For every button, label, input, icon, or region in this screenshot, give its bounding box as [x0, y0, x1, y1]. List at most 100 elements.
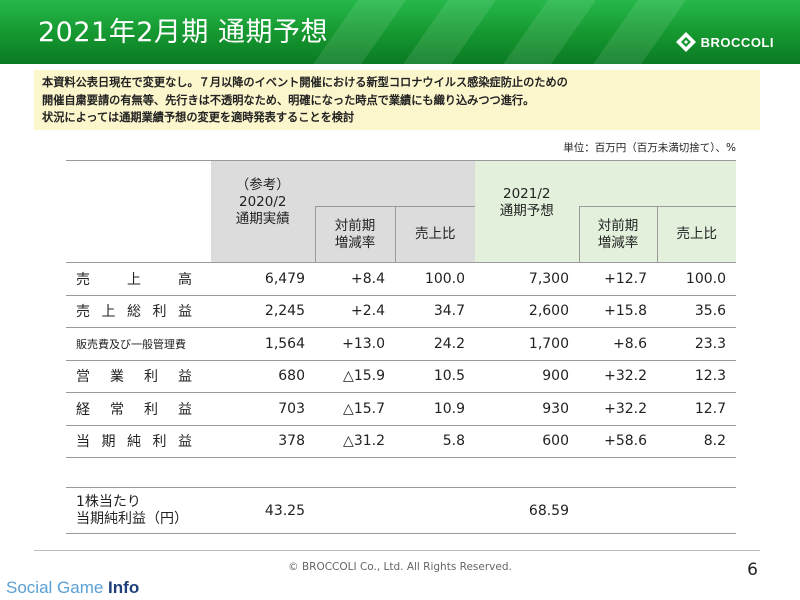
cell-next-ratio: 12.7	[657, 392, 736, 426]
cell-prev-ratio: 10.9	[395, 392, 475, 426]
eps-empty-cell	[395, 487, 475, 534]
cell-prev-ratio: 100.0	[395, 262, 475, 296]
row-label: 営業利益	[66, 360, 211, 393]
eps-row: 1株当たり 当期純利益（円） 43.25 68.59	[66, 487, 736, 534]
eps-label: 1株当たり 当期純利益（円）	[66, 487, 211, 534]
row-label-char: 期	[101, 434, 116, 451]
table-row: 経 常 利 益 703 △15.7 10.9 930 +32.2 12.7	[66, 392, 736, 426]
spacer-cell	[211, 457, 315, 488]
cell-prev: 703	[211, 392, 315, 426]
notice-line: 本資料公表日現在で変更なし。７月以降のイベント開催における新型コロナウイルス感染…	[42, 76, 568, 89]
broccoli-logo: BROCCOLI	[675, 30, 774, 54]
row-label-char: 益	[178, 304, 192, 321]
cell-prev-yoy: △15.7	[315, 392, 395, 426]
cell-next: 930	[475, 392, 579, 426]
prev-ratio-header: 売上比	[394, 206, 475, 263]
cell-prev-yoy: +2.4	[315, 295, 395, 328]
header-empty-cell	[66, 160, 211, 263]
row-label-char: 当	[76, 434, 90, 451]
spacer-cell	[579, 457, 657, 488]
row-label-char: 常	[110, 401, 124, 418]
cell-prev-yoy: +8.4	[315, 262, 395, 296]
prev-header-line: （参考）	[235, 177, 290, 193]
cell-next-yoy: +12.7	[579, 262, 657, 296]
table-row: 当期純利益 378 △31.2 5.8 600 +58.6 8.2	[66, 425, 736, 458]
yoy-header-line: 増減率	[334, 234, 376, 251]
cell-prev: 2,245	[211, 295, 315, 328]
row-label-char: 利	[152, 304, 167, 321]
cell-prev: 6,479	[211, 262, 315, 296]
spacer-cell	[315, 457, 395, 488]
prev-header-line: 2020/2	[239, 194, 287, 210]
cell-prev: 1,564	[211, 327, 315, 361]
copyright-text: © BROCCOLI Co., Ltd. All Rights Reserved…	[288, 561, 512, 573]
cell-prev-yoy: △31.2	[315, 425, 395, 458]
row-label-char: 益	[178, 369, 192, 386]
cell-prev-ratio: 5.8	[395, 425, 475, 458]
logo-text: BROCCOLI	[700, 34, 774, 50]
cell-next: 7,300	[475, 262, 579, 296]
next-header-spacer	[579, 160, 736, 207]
cell-next: 900	[475, 360, 579, 393]
broccoli-logo-icon	[675, 32, 696, 52]
watermark: Social Game Info	[6, 578, 139, 598]
eps-empty-cell	[315, 487, 395, 534]
cell-prev: 680	[211, 360, 315, 393]
cell-next: 1,700	[475, 327, 579, 361]
watermark-bold: Info	[108, 578, 140, 597]
row-label: 経常利益	[66, 392, 211, 426]
row-label: 販売費及び一般管理費	[66, 327, 211, 361]
spacer-cell	[657, 457, 736, 488]
row-label-text: 売上高	[76, 269, 192, 289]
yoy-header-line: 対前期	[597, 217, 639, 234]
eps-prev: 43.25	[211, 487, 315, 534]
page-number: 6	[747, 560, 758, 580]
row-label-text: 販売費及び一般管理費	[76, 337, 186, 351]
table-row: 販売費及び一般管理費 1,564 +13.0 24.2 1,700 +8.6 23.3	[66, 327, 736, 361]
eps-label-line: 1株当たり	[76, 493, 141, 510]
footer-divider	[34, 550, 760, 551]
row-label-char: 高	[178, 271, 192, 288]
spacer-row	[66, 457, 736, 488]
eps-empty-cell	[579, 487, 657, 534]
row-label-char: 益	[178, 401, 192, 418]
cell-next-ratio: 35.6	[657, 295, 736, 328]
spacer-cell	[475, 457, 579, 488]
row-label-text: 経常利益	[76, 399, 192, 419]
yoy-header-line: 増減率	[597, 234, 639, 251]
cell-prev-yoy: △15.9	[315, 360, 395, 393]
cell-next: 2,600	[475, 295, 579, 328]
notice-box: 本資料公表日現在で変更なし。７月以降のイベント開催における新型コロナウイルス感染…	[34, 70, 760, 130]
yoy-header-line: 対前期	[334, 217, 376, 234]
slide-title: 2021年2月期 通期予想	[38, 17, 328, 48]
eps-empty-cell	[657, 487, 736, 534]
cell-prev: 378	[211, 425, 315, 458]
row-label-char: 営	[76, 369, 90, 386]
notice-line: 状況によっては通期業績予想の変更を適時発表することを検討	[42, 111, 355, 124]
cell-next-ratio: 8.2	[657, 425, 736, 458]
row-label-text: 売上総利益	[76, 301, 192, 321]
watermark-light: Social Game	[6, 578, 109, 597]
row-label: 売上総利益	[66, 295, 211, 328]
cell-prev-ratio: 10.5	[395, 360, 475, 393]
table-row: 営 業 利 益 680 △15.9 10.5 900 +32.2 12.3	[66, 360, 736, 393]
row-label-char: 業	[110, 369, 124, 386]
next-year-header: 2021/2 通期予想	[475, 160, 579, 263]
cell-next-yoy: +32.2	[579, 392, 657, 426]
next-ratio-header: 売上比	[656, 206, 736, 263]
row-label: 当期純利益	[66, 425, 211, 458]
row-label-text: 営業利益	[76, 366, 192, 386]
next-header-line: 通期予想	[499, 202, 554, 219]
unit-note: 単位：百万円（百万未満切捨て）、%	[563, 142, 736, 154]
row-label-char: 益	[178, 434, 192, 451]
prev-header-spacer	[315, 160, 475, 207]
cell-next-yoy: +58.6	[579, 425, 657, 458]
eps-label-line: 当期純利益（円）	[76, 510, 188, 527]
prev-year-header: （参考） 2020/2 通期実績	[211, 160, 315, 263]
row-label-char: 総	[127, 304, 141, 321]
table-row: 売上総利益 2,245 +2.4 34.7 2,600 +15.8 35.6	[66, 295, 736, 328]
row-label-char: 売	[76, 304, 90, 321]
cell-next: 600	[475, 425, 579, 458]
row-label-char: 利	[144, 369, 158, 386]
cell-prev-ratio: 24.2	[395, 327, 475, 361]
